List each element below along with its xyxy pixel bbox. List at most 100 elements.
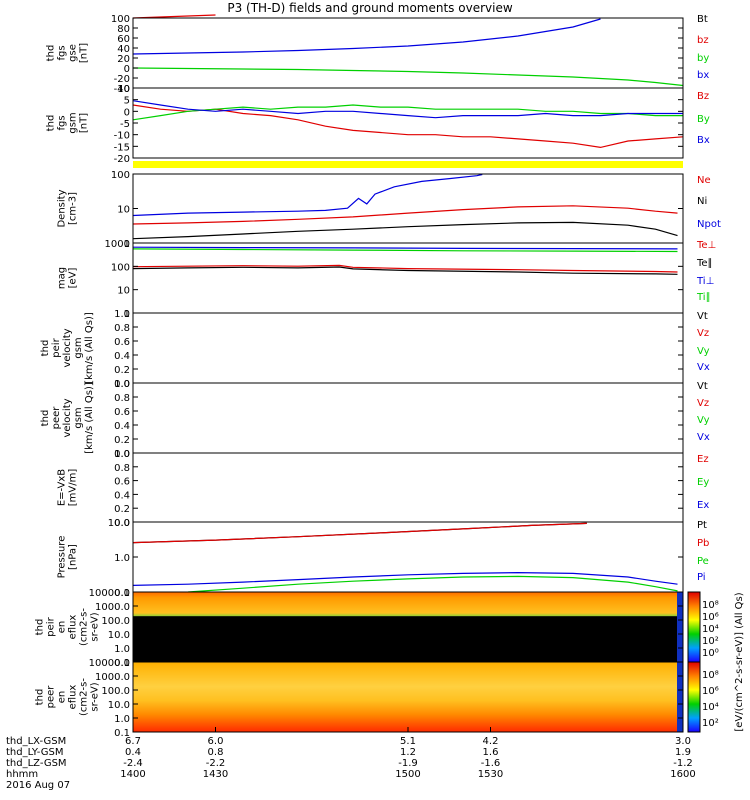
- y-tick-label: 1.0: [114, 379, 130, 390]
- y-axis-label: peer: [51, 406, 62, 430]
- x-row-label: thd_LX-GSM: [6, 736, 66, 747]
- legend-entry: Ti∥: [696, 292, 711, 303]
- y-axis-label: en: [57, 691, 68, 704]
- y-axis-label: velocity: [62, 328, 73, 367]
- legend-entry: by: [697, 53, 709, 64]
- y-tick-label: 0.6: [114, 337, 130, 348]
- date-label: 2016 Aug 07: [6, 780, 70, 791]
- x-tick-label: 1500: [395, 769, 420, 780]
- y-axis-label: thd: [46, 115, 57, 132]
- y-tick-label: 1.0: [114, 309, 130, 320]
- series-line-Te∥: [132, 266, 678, 275]
- legend-entry: Vt: [697, 381, 708, 392]
- y-axis-label: eflux: [68, 685, 79, 710]
- series-line-Pe: [132, 575, 678, 594]
- x-tick-label: 1400: [120, 769, 145, 780]
- y-tick-label: 0.2: [114, 365, 130, 376]
- series-line-Ti∥: [132, 248, 678, 253]
- panel-pressure: 10.0 1.0 0.1 Pressure [nPa] Pt Pb Pe Pi: [57, 518, 710, 599]
- y-axis-label: E=-VxB: [57, 469, 68, 506]
- y-tick-label: 80: [117, 24, 130, 35]
- colorbar-tick-label: 10⁶: [702, 612, 719, 623]
- y-axis-label: thd: [35, 689, 46, 706]
- y-tick-label: 10: [117, 205, 130, 216]
- legend-entry: Vt: [697, 311, 708, 322]
- x-tick-label: -2.2: [206, 758, 226, 769]
- y-tick-label: -20: [114, 74, 130, 85]
- y-tick-label: -5: [120, 119, 130, 130]
- series-line-Ti⊥: [132, 246, 678, 250]
- legend-entry: Ey: [697, 477, 709, 488]
- y-axis-label: gsm: [68, 112, 79, 133]
- y-tick-label: 10.0: [108, 630, 130, 641]
- y-tick-label: 100: [111, 170, 130, 181]
- panel-efield: 1.0 0.8 0.6 0.4 0.2 0.0 E=-VxB [mV/m] Ez Ey Ex: [57, 449, 710, 529]
- y-axis-label: gsm: [73, 337, 84, 358]
- y-axis-label: [eV]: [68, 268, 79, 289]
- y-axis-label: sr-eV): [90, 682, 101, 711]
- y-tick-label: 0: [124, 64, 130, 75]
- y-tick-label: 100.0: [101, 616, 130, 627]
- y-tick-label: -15: [114, 142, 130, 153]
- y-tick-label: 100.0: [101, 686, 130, 697]
- colorbar-tick-label: 10⁰: [702, 648, 719, 659]
- y-axis-label: velocity: [62, 398, 73, 437]
- y-tick-label: 0: [124, 107, 130, 118]
- y-tick-label: 0.0: [114, 518, 130, 529]
- legend-entry: Pt: [697, 520, 707, 531]
- y-axis-label: [nPa]: [68, 544, 79, 570]
- legend-entry: bz: [697, 35, 709, 46]
- y-axis-label: [nT]: [79, 43, 90, 63]
- x-tick-label: 1.2: [400, 747, 416, 758]
- series-line-bx: [132, 18, 601, 55]
- legend-entry: Ni: [697, 196, 707, 207]
- heatmap-image: [133, 592, 683, 662]
- panel-peer_velocity: 1.0 0.8 0.6 0.4 0.2 0.0 thd peer velocity gsm [km/…: [40, 379, 710, 460]
- y-axis-label: peir: [46, 616, 57, 636]
- x-tick-label: 1430: [203, 769, 228, 780]
- legend-entry: Vz: [697, 328, 709, 339]
- colorbar: [687, 661, 701, 733]
- series-line-Bx: [132, 100, 683, 119]
- y-axis-label: mag: [57, 267, 68, 289]
- y-axis-label: fgs: [57, 45, 68, 60]
- y-axis-label: [km/s (All Qs)]: [84, 382, 95, 454]
- y-tick-label: 60: [117, 34, 130, 45]
- x-tick-label: -1.6: [481, 758, 501, 769]
- y-tick-label: 0.0: [114, 379, 130, 390]
- y-tick-label: 10: [117, 286, 130, 297]
- x-tick-label: -2.4: [123, 758, 143, 769]
- x-tick-label: 1.6: [483, 747, 499, 758]
- legend-entry: Vz: [697, 398, 709, 409]
- y-tick-label: 0.2: [114, 504, 130, 515]
- legend-entry: Vx: [697, 362, 710, 373]
- y-tick-label: 1000.0: [95, 672, 130, 683]
- y-tick-label: 1: [124, 309, 130, 320]
- y-tick-label: 0.6: [114, 407, 130, 418]
- y-tick-label: 10: [117, 84, 130, 95]
- heatmap-edge-strip: [677, 592, 683, 662]
- series-line-Pi: [132, 571, 678, 586]
- y-tick-label: 100: [111, 14, 130, 25]
- x-tick-label: 0.4: [125, 747, 141, 758]
- series-line-Te⊥: [132, 264, 678, 273]
- y-tick-label: -20: [114, 154, 130, 165]
- y-axis-label: gsm: [73, 407, 84, 428]
- x-tick-label: 3.0: [675, 736, 691, 747]
- legend-entry: Npot: [697, 219, 721, 230]
- x-tick-label: 6.7: [125, 736, 141, 747]
- y-tick-label: 0.8: [114, 463, 130, 474]
- legend-entry: Pb: [697, 538, 709, 549]
- y-tick-label: 0.1: [114, 588, 130, 599]
- x-row-label: thd_LY-GSM: [6, 747, 63, 758]
- legend-entry: Vx: [697, 432, 710, 443]
- y-axis-label: (cm2-s-: [79, 608, 90, 646]
- y-axis-label: thd: [46, 45, 57, 62]
- colorbar-tick-label: 10⁶: [702, 686, 719, 697]
- colorbar-tick-label: 10⁴: [702, 702, 719, 713]
- panel-peir_energy: 10000.0 1000.0 100.0 10.0 1.0 0.1 thd peir en efl…: [35, 588, 684, 669]
- x-tick-label: 1600: [670, 769, 695, 780]
- x-tick-label: -1.2: [673, 758, 693, 769]
